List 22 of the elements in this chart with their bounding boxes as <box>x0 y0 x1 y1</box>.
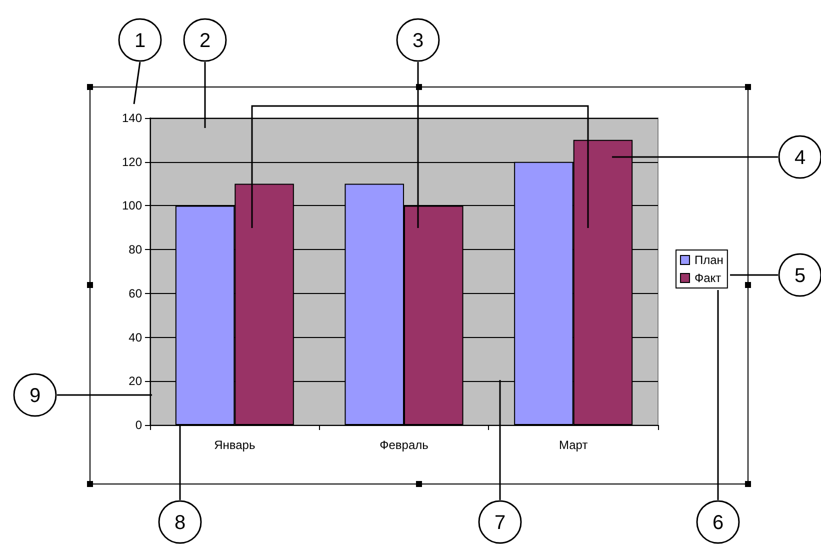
y-tick-label: 100 <box>122 198 142 213</box>
y-tick-label: 0 <box>135 418 142 432</box>
legend-label: Факт <box>694 271 722 285</box>
text: 2 <box>199 30 211 52</box>
text: 7 <box>494 512 506 534</box>
y-tick-label: 40 <box>128 330 142 344</box>
text: 5 <box>794 265 806 287</box>
y-tick-label: 80 <box>128 242 142 257</box>
legend-label: План <box>694 253 724 267</box>
text: 4 <box>794 147 806 169</box>
y-tick-label: 140 <box>122 111 142 125</box>
text: 1 <box>134 30 146 52</box>
y-tick-label: 60 <box>128 286 142 300</box>
text: 6 <box>712 512 724 534</box>
y-tick-label: 120 <box>122 154 142 169</box>
text: 8 <box>174 512 186 534</box>
y-tick-label: 20 <box>128 374 142 388</box>
x-tick-label: Февраль <box>380 438 428 452</box>
x-tick-label: Март <box>558 438 588 452</box>
text: 3 <box>412 30 424 52</box>
text: 9 <box>29 385 41 407</box>
x-tick-label: Январь <box>214 438 256 452</box>
